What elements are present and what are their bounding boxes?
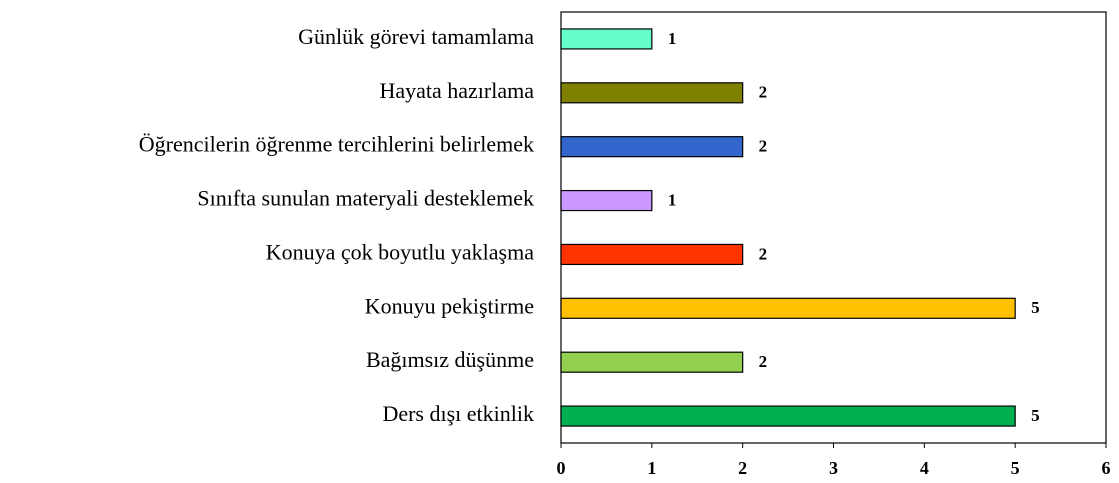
y-tick-label: Sınıfta sunulan materyali desteklemek [197, 186, 534, 211]
bar [560, 297, 1016, 319]
bar [560, 136, 744, 158]
x-tick-label: 1 [647, 458, 656, 478]
bar [560, 351, 744, 373]
value-label: 1 [668, 29, 677, 48]
bar [560, 28, 653, 50]
value-label: 1 [668, 190, 677, 209]
y-tick-label: Konuyu pekiştirme [365, 293, 534, 318]
value-label: 2 [759, 137, 768, 156]
y-tick-label: Hayata hazırlama [379, 78, 534, 103]
y-tick-label: Öğrencilerin öğrenme tercihlerini belirl… [139, 132, 534, 157]
bar [560, 243, 744, 266]
x-tick-label: 0 [557, 458, 566, 478]
value-label: 5 [1031, 298, 1040, 317]
y-tick-label: Bağımsız düşünme [366, 347, 534, 372]
x-tick-label: 2 [738, 458, 747, 478]
y-tick-label: Ders dışı etkinlik [382, 401, 534, 426]
value-label: 2 [759, 352, 768, 371]
x-tick-label: 3 [829, 458, 838, 478]
value-label: 2 [759, 83, 768, 102]
x-tick-label: 4 [920, 458, 929, 478]
y-tick-label: Konuya çok boyutlu yaklaşma [266, 239, 534, 264]
value-label: 2 [759, 244, 768, 263]
bar [560, 405, 1016, 427]
value-label: 5 [1031, 406, 1040, 425]
x-tick-label: 6 [1102, 458, 1111, 478]
bar [560, 82, 744, 104]
plot-frame [560, 11, 1107, 444]
x-tick-label: 5 [1011, 458, 1020, 478]
y-tick-label: Günlük görevi tamamlama [298, 24, 534, 49]
bar [560, 189, 653, 212]
